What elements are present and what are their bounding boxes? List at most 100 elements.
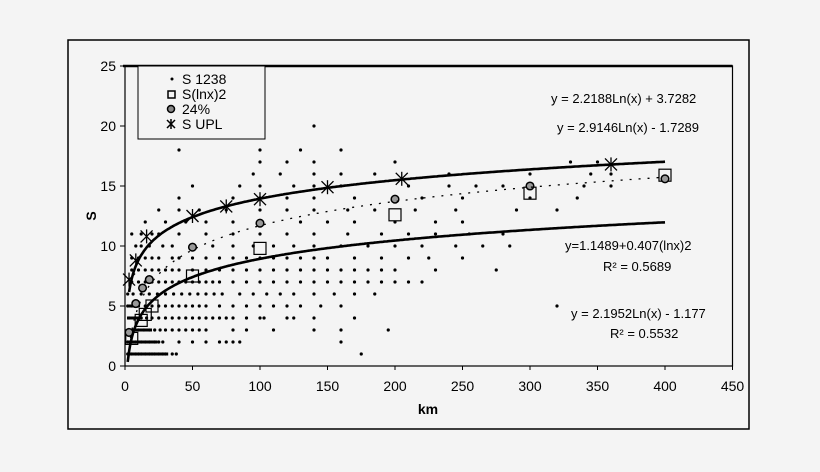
data-point: [528, 172, 532, 176]
data-point: [292, 316, 296, 320]
data-point: [393, 160, 397, 164]
data-point: [170, 304, 174, 308]
data-point: [244, 304, 249, 308]
data-point: [126, 292, 130, 296]
circle-marker: [390, 194, 400, 204]
data-point: [454, 208, 458, 212]
data-point: [312, 172, 316, 176]
data-point: [325, 220, 330, 224]
data-point: [170, 328, 174, 332]
data-point: [231, 316, 235, 320]
open-square-icon: [167, 90, 176, 99]
x-tick-label: 200: [383, 378, 407, 394]
data-point: [217, 256, 222, 260]
data-point: [262, 316, 266, 320]
data-point: [231, 304, 235, 308]
data-point: [211, 316, 215, 320]
data-point: [231, 268, 235, 272]
data-point: [298, 256, 303, 260]
data-point: [150, 268, 154, 272]
data-point: [220, 292, 224, 296]
data-point: [177, 304, 181, 308]
r2-s1238: R² = 0.5532: [610, 326, 678, 341]
data-point: [177, 208, 181, 212]
data-point: [163, 292, 168, 296]
circle-marker: [144, 275, 154, 285]
data-point: [339, 328, 343, 332]
data-point: [433, 268, 438, 272]
data-point: [172, 292, 176, 296]
data-point: [346, 208, 350, 212]
data-point: [197, 328, 201, 332]
data-point: [157, 208, 161, 212]
data-point: [298, 304, 303, 308]
data-point: [346, 232, 350, 236]
data-point: [501, 184, 505, 188]
data-point: [406, 256, 411, 260]
data-point: [433, 232, 438, 236]
x-tick-label: 50: [185, 378, 201, 394]
data-point: [481, 244, 485, 248]
data-point: [130, 268, 134, 272]
data-point: [231, 340, 235, 344]
data-point: [352, 316, 357, 320]
data-point: [212, 292, 216, 296]
data-point: [474, 184, 478, 188]
data-point: [177, 232, 181, 236]
equation-annotations: y = 2.2188Ln(x) + 3.7282 y = 2.9146Ln(x)…: [551, 91, 706, 341]
data-point: [420, 196, 424, 200]
data-point: [460, 220, 465, 224]
data-point: [258, 208, 262, 212]
data-point: [508, 244, 512, 248]
square-marker: [388, 208, 402, 222]
legend-item-s1238: S 1238: [170, 71, 227, 87]
data-point: [174, 352, 178, 356]
data-point: [339, 172, 343, 176]
data-point: [393, 268, 397, 272]
data-point: [312, 184, 316, 188]
circle-marker: [187, 242, 198, 252]
data-point: [373, 292, 377, 296]
data-point: [460, 256, 465, 260]
equation-s1238: y = 2.1952Ln(x) - 1.177: [571, 306, 706, 321]
data-point: [158, 328, 162, 332]
data-point: [292, 244, 296, 248]
data-point: [177, 196, 181, 200]
data-point: [211, 244, 215, 248]
data-point: [258, 148, 262, 152]
data-point: [379, 256, 384, 260]
data-point: [366, 268, 370, 272]
data-point: [285, 196, 289, 200]
data-point: [177, 268, 181, 272]
data-point: [514, 208, 519, 212]
data-point: [163, 280, 168, 284]
data-point: [312, 328, 316, 332]
data-point: [204, 292, 208, 296]
data-point: [238, 184, 242, 188]
data-point: [161, 244, 165, 248]
legend-box: [137, 65, 266, 140]
small-dot-icon: [170, 77, 174, 81]
data-point: [413, 208, 417, 212]
data-point: [258, 304, 262, 308]
data-point: [325, 280, 330, 284]
data-point: [217, 340, 222, 344]
data-point: [157, 280, 161, 284]
data-point: [339, 268, 343, 272]
data-point: [555, 304, 559, 308]
data-point: [271, 328, 276, 332]
data-point: [312, 316, 316, 320]
data-point: [170, 256, 174, 260]
x-tick-label: 350: [586, 378, 610, 394]
data-point: [197, 304, 201, 308]
data-point: [150, 256, 154, 260]
data-point: [204, 304, 208, 308]
data-point: [312, 208, 316, 212]
data-point: [312, 280, 316, 284]
data-point: [589, 172, 593, 176]
data-point: [285, 160, 289, 164]
data-point: [190, 328, 195, 332]
equation-lnx2: y=1.1489+0.407(lnx)2: [565, 238, 691, 253]
data-point: [568, 160, 573, 164]
